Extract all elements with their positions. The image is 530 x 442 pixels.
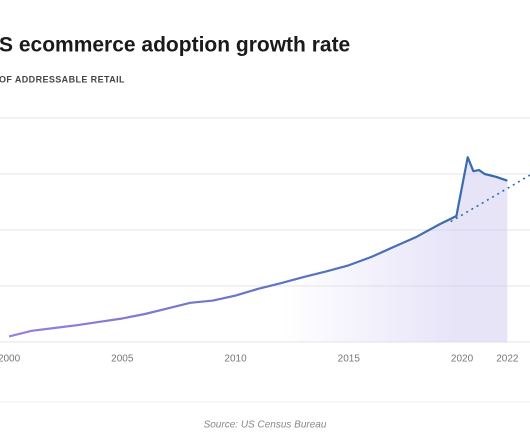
x-tick-label: 2022 [496,354,519,365]
area-shade [9,157,508,342]
x-tick-label: 2000 [0,354,21,365]
x-tick-label: 2010 [224,354,247,365]
x-tick-label: 2020 [451,354,474,365]
chart-subtitle: OF ADDRESSABLE RETAIL [0,74,125,84]
x-tick-label: 2015 [338,354,361,365]
x-tick-label: 2005 [111,354,134,365]
source-note: Source: US Census Bureau [204,420,327,431]
data-line [8,156,508,338]
chart-title: S ecommerce adoption growth rate [0,34,350,57]
